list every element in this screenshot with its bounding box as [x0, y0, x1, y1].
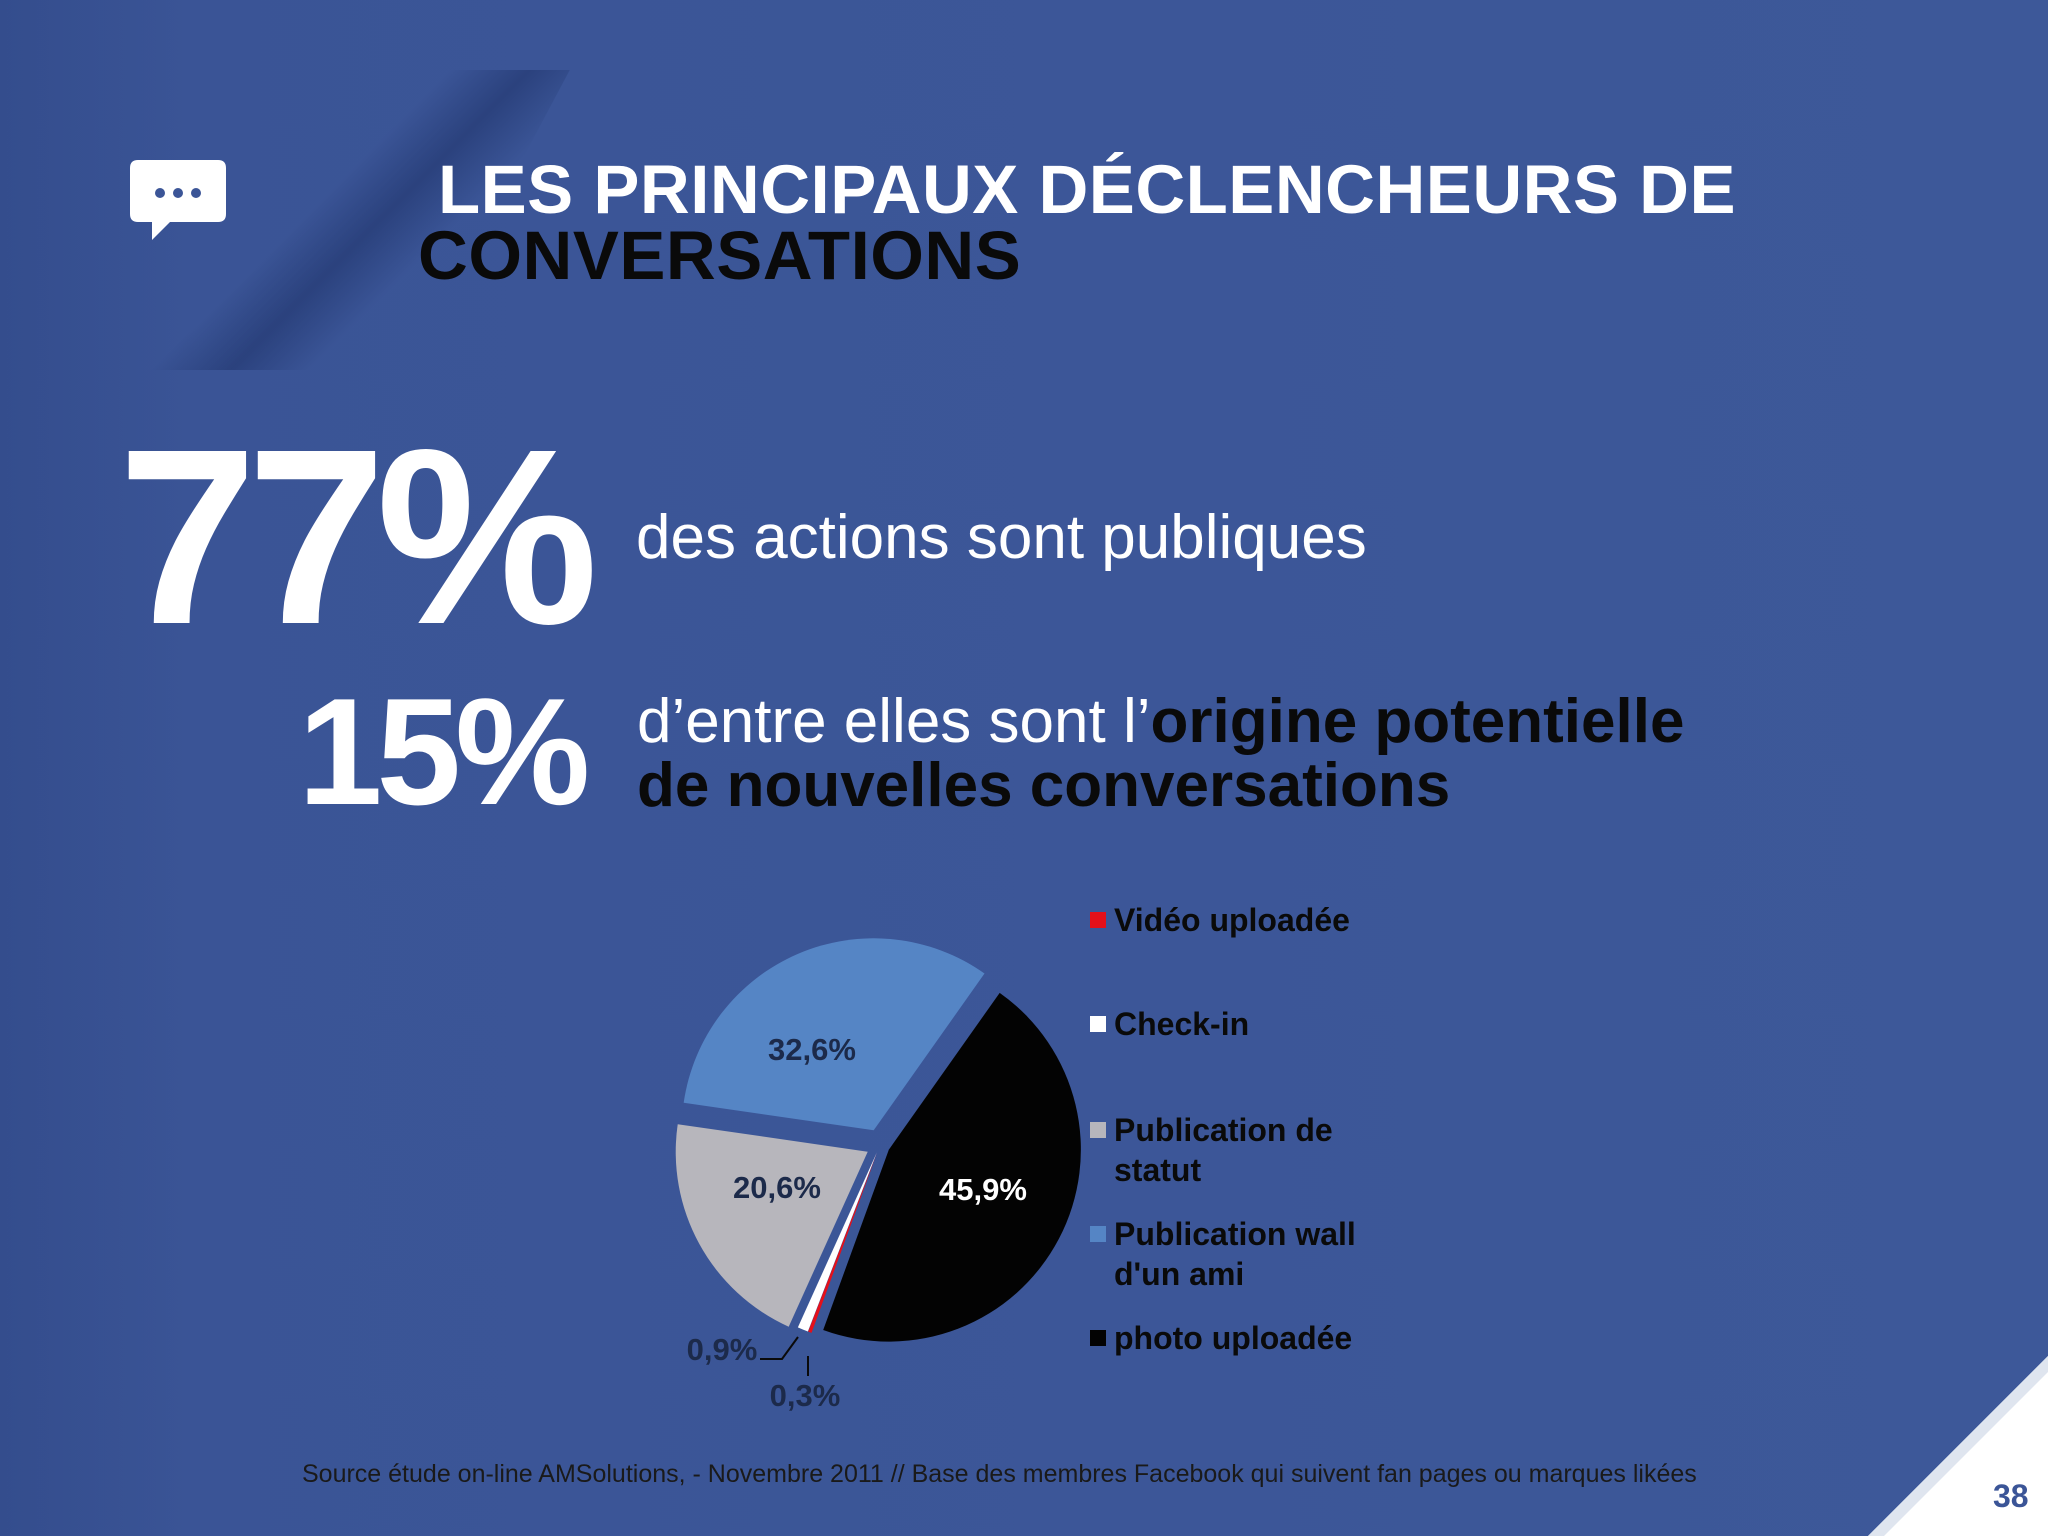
- title-line-2: CONVERSATIONS: [418, 217, 1022, 294]
- legend-item-0: Vidéo uploadée: [1090, 900, 1414, 940]
- data-label-2: 20,6%: [733, 1170, 821, 1205]
- stat-15-text: d’entre elles sont l’origine potentielle…: [637, 690, 1684, 818]
- pie-slice-2: [675, 1124, 868, 1327]
- data-label-4: 45,9%: [939, 1172, 1027, 1207]
- legend-swatch-0: [1090, 912, 1106, 928]
- title-line-1: LES PRINCIPAUX DÉCLENCHEURS DE: [438, 151, 1737, 228]
- legend-item-3: Publication wall d'un ami: [1090, 1214, 1414, 1294]
- legend-item-4: photo uploadée: [1090, 1318, 1414, 1358]
- page-corner-fold: [1868, 1356, 2048, 1536]
- pie-slice-0: [808, 1152, 878, 1333]
- left-shadow: [0, 0, 200, 1536]
- stat-15-text-bold-b: de nouvelles conversations: [637, 751, 1451, 820]
- pie-slice-4: [823, 992, 1081, 1342]
- legend-label-1: Check-in: [1114, 1006, 1250, 1042]
- stat-77-value: 77%: [118, 397, 598, 676]
- legend-label-0: Vidéo uploadée: [1114, 902, 1350, 938]
- legend-swatch-2: [1090, 1122, 1106, 1138]
- pie-slice-3: [683, 938, 985, 1131]
- legend-item-1: Check-in: [1090, 1004, 1414, 1044]
- data-label-0: 0,3%: [770, 1378, 841, 1413]
- legend-label-2: Publication de statut: [1114, 1112, 1333, 1188]
- source-note: Source étude on-line AMSolutions, - Nove…: [302, 1460, 1697, 1488]
- legend-swatch-1: [1090, 1016, 1106, 1032]
- stat-15-text-plain: d’entre elles sont l’: [637, 687, 1151, 756]
- page-number: 38: [1993, 1478, 2029, 1514]
- stat-15-text-bold-a: origine potentielle: [1150, 687, 1685, 756]
- legend-label-3: Publication wall d'un ami: [1114, 1216, 1356, 1292]
- stat-15-value: 15%: [298, 667, 590, 837]
- chat-bubble-icon: [130, 160, 226, 240]
- legend-swatch-4: [1090, 1330, 1106, 1346]
- legend-item-2: Publication de statut: [1090, 1110, 1414, 1190]
- data-label-1: 0,9%: [687, 1332, 758, 1367]
- stat-77-text: des actions sont publiques: [636, 503, 1367, 572]
- legend-swatch-3: [1090, 1226, 1106, 1242]
- pie-slice-1: [797, 1152, 877, 1332]
- data-label-3: 32,6%: [768, 1032, 856, 1067]
- legend-label-4: photo uploadée: [1114, 1320, 1353, 1356]
- leader-line-1: [760, 1336, 799, 1360]
